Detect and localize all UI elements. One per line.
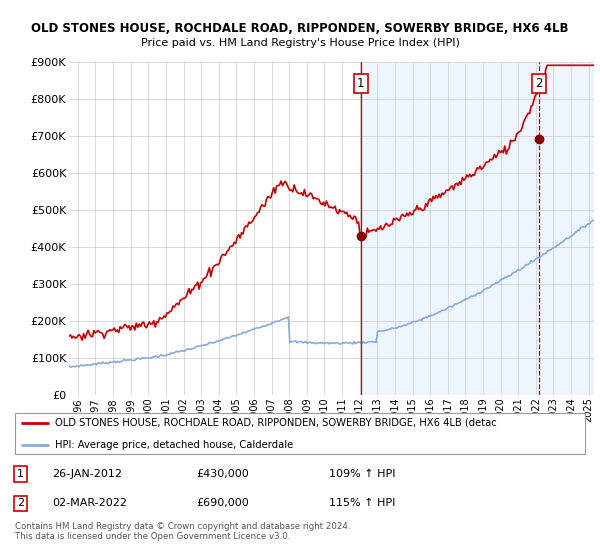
Bar <box>361 62 600 395</box>
Text: 2: 2 <box>535 77 542 90</box>
Text: OLD STONES HOUSE, ROCHDALE ROAD, RIPPONDEN, SOWERBY BRIDGE, HX6 4LB (detac: OLD STONES HOUSE, ROCHDALE ROAD, RIPPOND… <box>55 418 497 428</box>
Text: Contains HM Land Registry data © Crown copyright and database right 2024.
This d: Contains HM Land Registry data © Crown c… <box>15 522 350 542</box>
FancyBboxPatch shape <box>15 413 585 454</box>
Text: 115% ↑ HPI: 115% ↑ HPI <box>329 498 395 508</box>
Text: 26-JAN-2012: 26-JAN-2012 <box>52 469 122 479</box>
Text: £690,000: £690,000 <box>196 498 249 508</box>
Text: HPI: Average price, detached house, Calderdale: HPI: Average price, detached house, Cald… <box>55 440 293 450</box>
Text: 1: 1 <box>357 77 365 90</box>
Text: 1: 1 <box>17 469 24 479</box>
Text: £430,000: £430,000 <box>196 469 249 479</box>
Text: OLD STONES HOUSE, ROCHDALE ROAD, RIPPONDEN, SOWERBY BRIDGE, HX6 4LB: OLD STONES HOUSE, ROCHDALE ROAD, RIPPOND… <box>31 22 569 35</box>
Text: 2: 2 <box>17 498 24 508</box>
Text: 109% ↑ HPI: 109% ↑ HPI <box>329 469 395 479</box>
Text: Price paid vs. HM Land Registry's House Price Index (HPI): Price paid vs. HM Land Registry's House … <box>140 38 460 48</box>
Text: 02-MAR-2022: 02-MAR-2022 <box>52 498 127 508</box>
